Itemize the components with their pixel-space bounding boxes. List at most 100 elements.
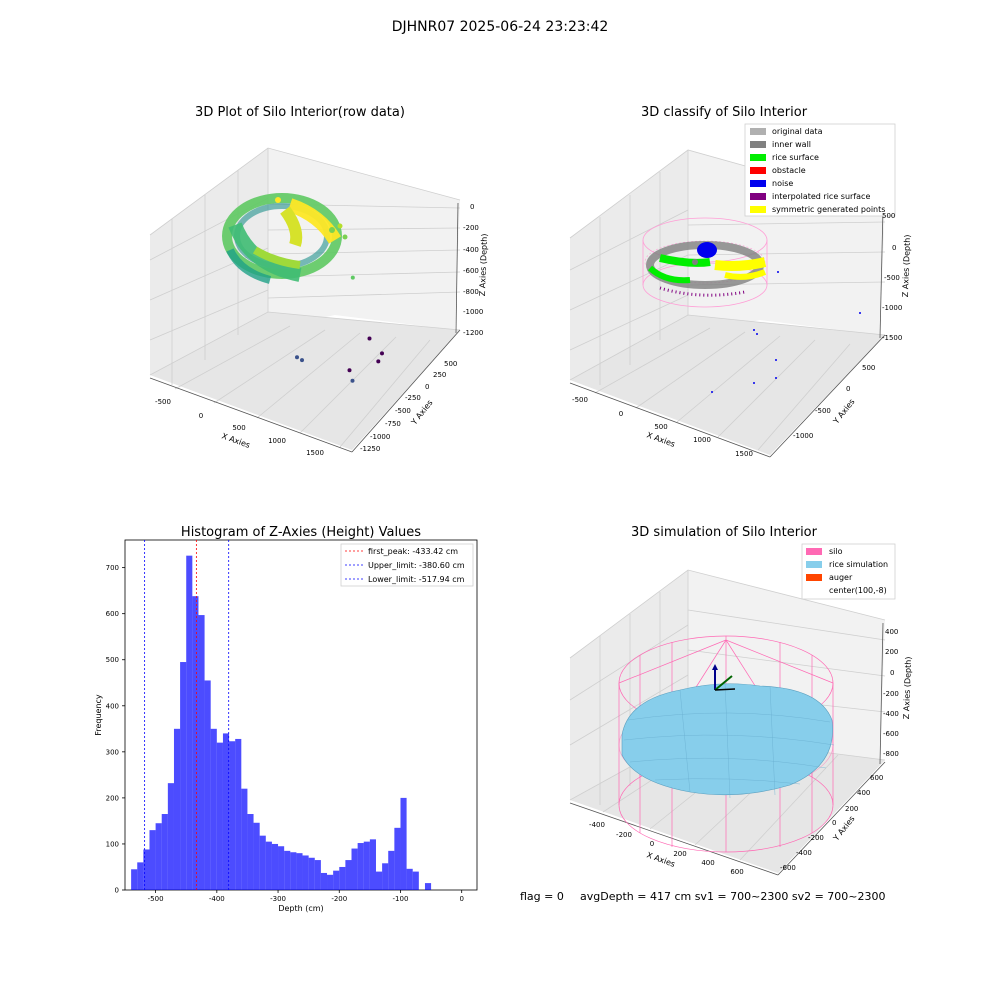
legend-label: original data (772, 127, 823, 136)
raw-y-tick: -750 (385, 420, 401, 428)
classify-y-tick: 0 (846, 385, 850, 393)
panel-classify-title: 3D classify of Silo Interior (641, 105, 808, 120)
simulation-y-tick: 600 (870, 774, 883, 782)
simulation-z-tick: -200 (883, 690, 899, 698)
legend-label: Upper_limit: -380.60 cm (368, 561, 465, 570)
panel-simulation-3d: 3D simulation of Silo Interior (569, 525, 913, 876)
simulation-z-tick: -800 (883, 750, 899, 758)
legend-swatch-obstacle (750, 167, 766, 174)
raw-x-tick: 0 (199, 412, 203, 420)
histogram-y-label: Frequency (94, 694, 103, 736)
legend-label: noise (772, 179, 793, 188)
raw-y-tick: 500 (444, 360, 457, 368)
outlier-point (376, 359, 381, 364)
x-tick-label: -200 (331, 895, 347, 903)
raw-z-label: Z Axies (Depth) (478, 233, 489, 296)
raw-x-tick: 500 (232, 424, 245, 432)
legend-label: auger (829, 573, 853, 582)
histogram-x-ticks: -500 -400 -300 -200 -100 0 (148, 890, 464, 903)
histogram-bar (204, 680, 211, 890)
histogram-bar (351, 848, 358, 890)
simulation-y-tick: 0 (832, 819, 836, 827)
histogram-bar (388, 850, 395, 890)
classify-z-ticks: -1500 -1000 -500 0 500 (882, 212, 902, 342)
histogram-bar (210, 728, 217, 890)
classify-x-tick: 1000 (693, 436, 711, 444)
y-tick-label: 0 (115, 887, 119, 895)
histogram-bar (271, 843, 279, 890)
raw-x-tick: -500 (155, 398, 171, 406)
outlier-point (367, 336, 372, 341)
raw-y-tick: -250 (405, 394, 421, 402)
classify-legend: original data inner wall rice surface ob… (744, 123, 896, 217)
histogram-bar (314, 860, 321, 890)
simulation-x-tick: -200 (616, 831, 632, 839)
histogram-bar (296, 853, 303, 890)
panel-histogram: Histogram of Z-Axies (Height) Values -50… (94, 525, 478, 913)
simulation-legend: silo rice simulation auger center(100,-8… (801, 543, 896, 600)
legend-label: center(100,-8) (829, 586, 887, 595)
histogram-bar (173, 728, 181, 890)
simulation-y-tick: -600 (780, 864, 796, 872)
histogram-x-label: Depth (cm) (278, 904, 323, 913)
x-tick-label: -300 (270, 895, 286, 903)
classify-gridlines (569, 172, 886, 451)
outlier-point (350, 378, 355, 383)
raw-z-tick: -200 (463, 224, 479, 232)
raw-y-tick: -1000 (370, 433, 390, 441)
outlier-point (350, 275, 355, 280)
histogram-title: Histogram of Z-Axies (Height) Values (181, 525, 421, 540)
y-tick-label: 300 (106, 748, 119, 756)
histogram-bar (284, 850, 291, 890)
histogram-bar (161, 814, 168, 890)
legend-swatch-rice-surface (750, 154, 766, 161)
histogram-bar (339, 866, 346, 890)
raw-y-tick: -1250 (360, 445, 380, 453)
raw-x-tick: 1000 (268, 437, 286, 445)
x-tick-label: -500 (148, 895, 164, 903)
outlier-point (295, 355, 299, 360)
y-tick-label: 500 (106, 656, 119, 664)
footer-flag: flag = 0 (520, 890, 564, 903)
simulation-y-tick: 400 (857, 789, 870, 797)
simulation-z-tick: 400 (885, 628, 898, 636)
legend-label: obstacle (772, 166, 806, 175)
raw-x-ticks: -500 0 500 1000 1500 (155, 398, 324, 457)
classify-x-tick: 500 (654, 423, 667, 431)
legend-swatch-auger (806, 574, 822, 581)
legend-swatch-symmetric-generated-points (750, 206, 766, 213)
classify-y-tick: -500 (815, 407, 831, 415)
histogram-bar (149, 830, 156, 890)
raw-point-cloud (222, 193, 348, 284)
histogram-bar (235, 738, 242, 890)
simulation-y-tick: -400 (796, 849, 812, 857)
histogram-bar (320, 872, 328, 890)
raw-y-label: Y Axies (409, 398, 435, 427)
classify-y-tick: 500 (862, 364, 875, 372)
classify-x-ticks: -500 0 500 1000 1500 (572, 396, 753, 458)
raw-z-tick: -600 (463, 267, 479, 275)
histogram-bar (229, 741, 236, 890)
histogram-bar (259, 835, 266, 890)
histogram-bar (180, 662, 187, 890)
panel-raw-title: 3D Plot of Silo Interior(row data) (195, 105, 405, 120)
classify-y-ticks: -1000 -500 0 500 (793, 364, 875, 440)
classify-z-tick: 500 (882, 212, 895, 220)
classify-z-tick: 0 (892, 244, 896, 252)
auger-axes-glyph (712, 664, 736, 691)
histogram-bar (369, 839, 376, 890)
simulation-x-ticks: -400 -200 0 200 400 600 (589, 821, 744, 876)
histogram-bar (241, 788, 248, 890)
x-tick-label: -400 (209, 895, 225, 903)
raw-x-tick: 1500 (306, 449, 324, 457)
raw-axes-box (149, 147, 461, 450)
raw-z-tick: -1200 (463, 329, 483, 337)
simulation-title: 3D simulation of Silo Interior (631, 525, 818, 540)
legend-label: rice surface (772, 153, 819, 162)
classify-point-cloud (642, 217, 861, 393)
classify-legend-box (744, 123, 896, 217)
histogram-bar (265, 841, 272, 890)
simulation-x-tick: 600 (730, 868, 743, 876)
histogram-bar (167, 783, 174, 890)
histogram-bar (222, 733, 230, 890)
